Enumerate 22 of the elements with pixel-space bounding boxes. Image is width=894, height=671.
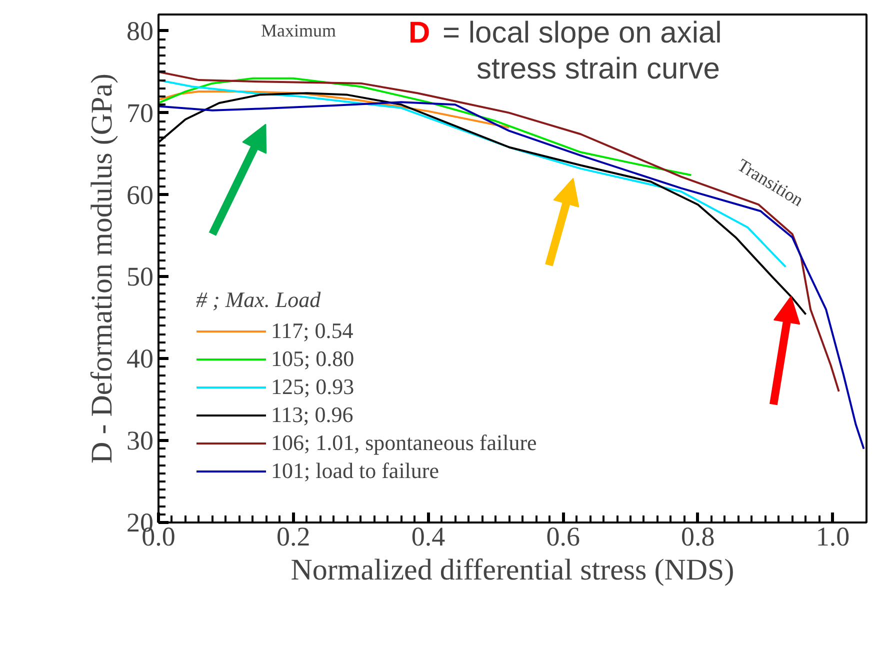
x-tick-label: 0.4 [411,522,446,552]
y-tick-label: 60 [126,180,154,210]
legend-title: # ; Max. Load [196,287,322,313]
legend-label: 113; 0.96 [271,402,354,428]
x-tick-label: 0.8 [681,522,715,552]
legend-label: 105; 0.80 [271,346,354,372]
y-tick-label: 80 [126,16,154,46]
y-tick-label: 30 [126,426,154,456]
x-axis-title: Normalized differential stress (NDS) [290,554,734,586]
legend-label: 106; 1.01, spontaneous failure [271,430,537,456]
annotation: D = local slope on axial stress strain curve [408,16,722,86]
legend-label: 117; 0.54 [271,318,354,344]
x-tick-label: 0.2 [276,522,310,552]
y-tick-label: 50 [126,262,154,292]
legend-label: 101; load to failure [271,458,440,484]
annotation: Maximum [261,20,336,40]
y-tick-label: 40 [126,344,154,374]
x-tick-label: 1.0 [816,522,850,552]
legend-label: 125; 0.93 [271,374,354,400]
x-tick-label: 0.6 [546,522,580,552]
y-tick-label: 70 [126,98,154,128]
y-axis-title: D - Deformation modulus (GPa) [86,74,118,464]
